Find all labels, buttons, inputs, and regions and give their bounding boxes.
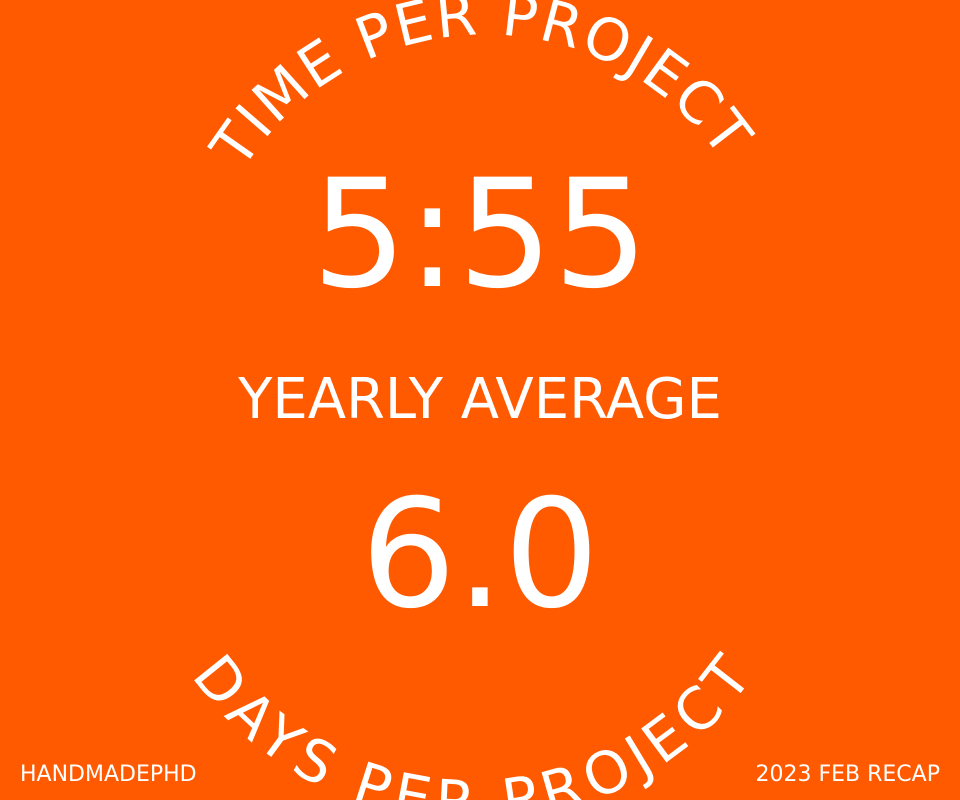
yearly-average-label: YEARLY AVERAGE [238, 367, 722, 432]
days-per-project-value: 6.0 [360, 468, 600, 642]
recap-label: 2023 FEB RECAP [755, 762, 941, 787]
time-per-project-value: 5:55 [311, 148, 649, 322]
brand-label: HANDMADEPHD [20, 762, 197, 787]
bottom-arc-label: DAYS PER PROJECT [180, 642, 766, 800]
